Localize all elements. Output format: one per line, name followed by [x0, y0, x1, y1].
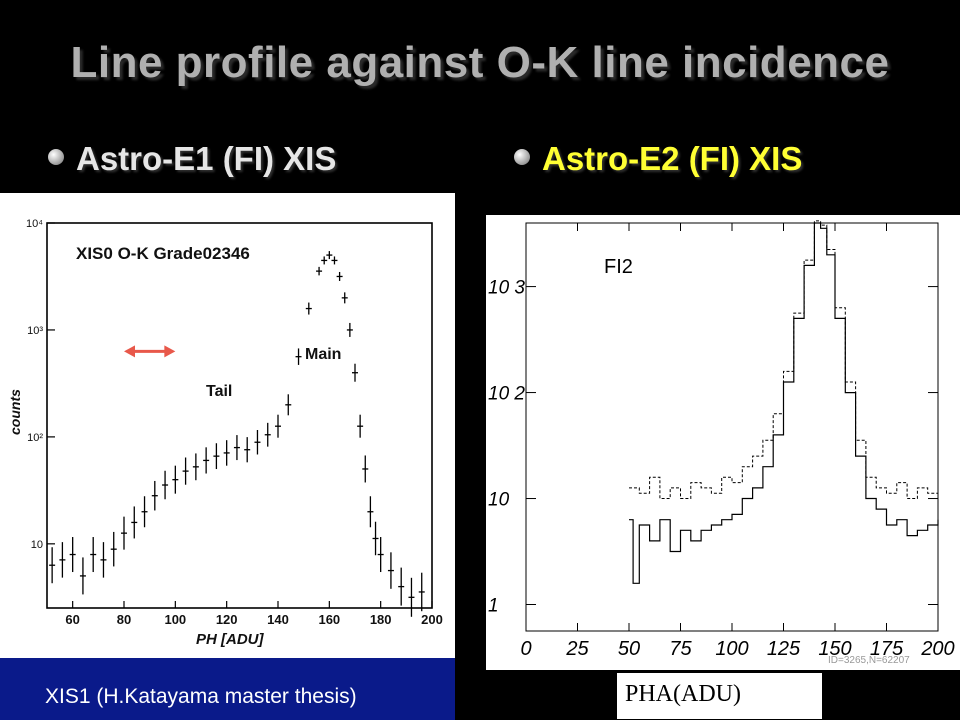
chart2-xtick-label: 75: [669, 638, 692, 660]
chart1-xtick-label: 160: [318, 612, 340, 627]
bullet-dot-icon: [48, 149, 64, 165]
chart2-xtick-label: 200: [920, 638, 954, 660]
chart1-ylabel: counts: [7, 389, 23, 435]
chart2-footer: ID=3265,N=62207: [828, 655, 910, 666]
chart2-ytick-label: 10: [488, 490, 510, 511]
caption-right-box: PHA(ADU): [616, 672, 823, 720]
chart1-xtick-label: 60: [65, 612, 79, 627]
chart1-xtick-label: 200: [421, 612, 443, 627]
chart2-series-dashed: [629, 220, 939, 499]
bullet-astro-e1: Astro-E1 (FI) XIS: [48, 140, 336, 178]
chart1-xtick-label: 180: [370, 612, 392, 627]
chart1-tail-annotation: Tail: [206, 383, 232, 400]
bullet-dot-icon: [514, 149, 530, 165]
chart1-frame: [46, 222, 433, 609]
chart1-main-annotation: Main: [305, 346, 341, 363]
chart-fi2: 1 10 10 2 10 3 0 25 50 75 100 125 150 175 200 FI2 I…: [488, 220, 955, 666]
bullet-astro-e2-label: Astro-E2 (FI) XIS: [542, 140, 803, 177]
chart1-xtick-label: 120: [216, 612, 238, 627]
chart1-xtick-label: 140: [267, 612, 289, 627]
chart1-xtick-label: 100: [164, 612, 186, 627]
chart2-title: FI2: [604, 256, 633, 278]
chart2-xtick-label: 125: [767, 638, 801, 660]
chart1-title: XIS0 O-K Grade02346: [76, 244, 250, 263]
chart2-xtick-label: 175: [870, 638, 904, 660]
chart2-frame: [525, 222, 939, 632]
chart-panel-fi2: 1 10 10 2 10 3 0 25 50 75 100 125 150 175 200 FI2 I…: [486, 215, 960, 670]
chart2-xtick-label: 100: [715, 638, 748, 660]
chart1-ytick-label: 10²: [27, 432, 43, 444]
bullet-astro-e1-label: Astro-E1 (FI) XIS: [76, 140, 337, 177]
chart2-ytick-label: 10 2: [488, 384, 525, 405]
caption-left: XIS1 (H.Katayama master thesis): [45, 685, 357, 708]
chart1-xtick-label: 80: [117, 612, 131, 627]
chart2-xtick-label: 150: [818, 638, 851, 660]
chart2-ytick-label: 10 3: [488, 278, 525, 299]
bullet-astro-e2: Astro-E2 (FI) XIS: [514, 140, 802, 178]
slide-title: Line profile against O-K line incidence: [70, 38, 890, 87]
chart-panel-xis0: 10 10² 10³ 10⁴ 60 80 100 120 140 160 180 200 XIS0 …: [0, 193, 455, 658]
chart2-xtick-label: 50: [618, 638, 640, 660]
chart1-xlabel: PH [ADU]: [196, 631, 264, 648]
chart2-xtick-label: 0: [520, 638, 531, 660]
caption-right: PHA(ADU): [625, 681, 741, 707]
chart-xis0-oK: 10 10² 10³ 10⁴ 60 80 100 120 140 160 180 200 XIS0 …: [7, 218, 443, 648]
chart1-ytick-label: 10⁴: [26, 218, 43, 230]
chart2-xtick-label: 25: [565, 638, 589, 660]
chart2-ytick-label: 1: [488, 596, 499, 617]
chart1-ytick-label: 10³: [27, 325, 43, 337]
chart1-range-arrow: [124, 345, 176, 358]
caption-left-band: XIS1 (H.Katayama master thesis): [0, 658, 455, 720]
chart1-ytick-label: 10: [31, 539, 43, 551]
